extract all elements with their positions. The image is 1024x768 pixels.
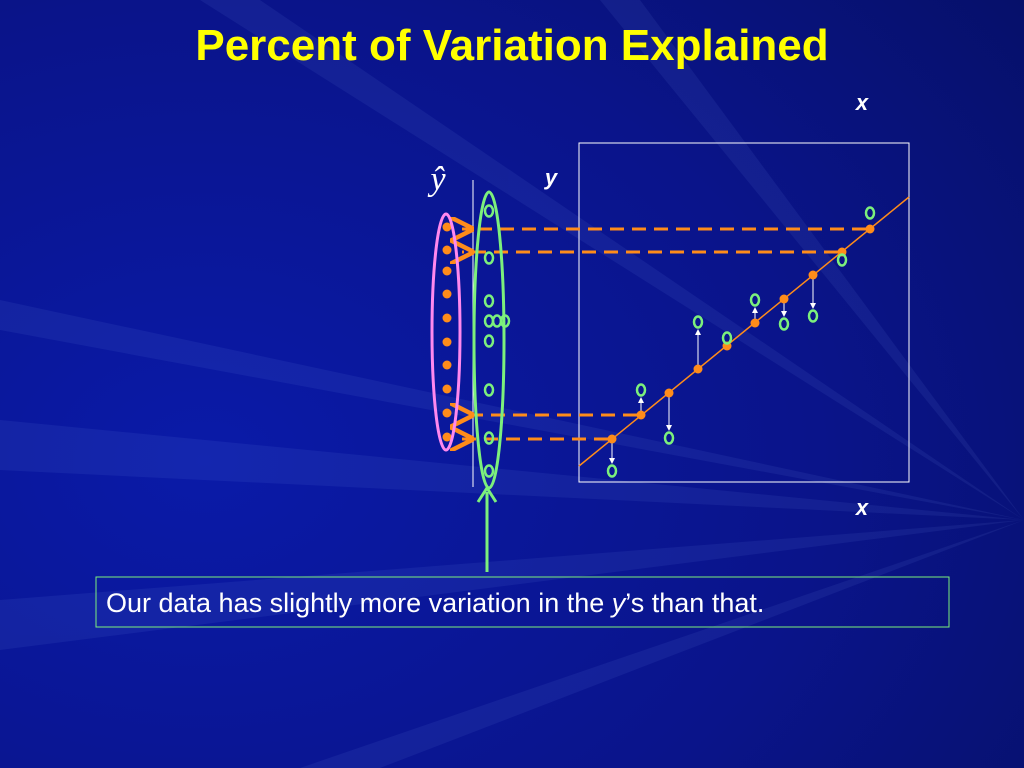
slide-title: Percent of Variation Explained (195, 21, 828, 70)
caption: Our data has slightly more variation in … (106, 588, 764, 618)
observed-spread-ellipse (472, 190, 506, 490)
projection-arrows (462, 229, 866, 439)
x-label-top: x (855, 90, 869, 115)
caption-text: ’s than that. (625, 588, 764, 618)
observed-points (606, 206, 876, 478)
caption-italic: y (610, 588, 627, 618)
caption-text: Our data has slightly more variation in … (106, 588, 612, 618)
projected-fitted (442, 222, 452, 442)
y-hat-label: ŷ (427, 161, 446, 198)
plot-frame (578, 142, 910, 483)
y-label: y (544, 165, 559, 190)
residual-arrows (609, 278, 816, 464)
regression-line (578, 196, 910, 467)
caption-box (95, 576, 950, 628)
fitted-spread-ellipse (430, 212, 462, 452)
fitted-points (607, 224, 875, 444)
pointer-arrowhead (476, 485, 498, 503)
projected-observed (483, 204, 511, 478)
x-label-bottom: x (855, 495, 869, 520)
